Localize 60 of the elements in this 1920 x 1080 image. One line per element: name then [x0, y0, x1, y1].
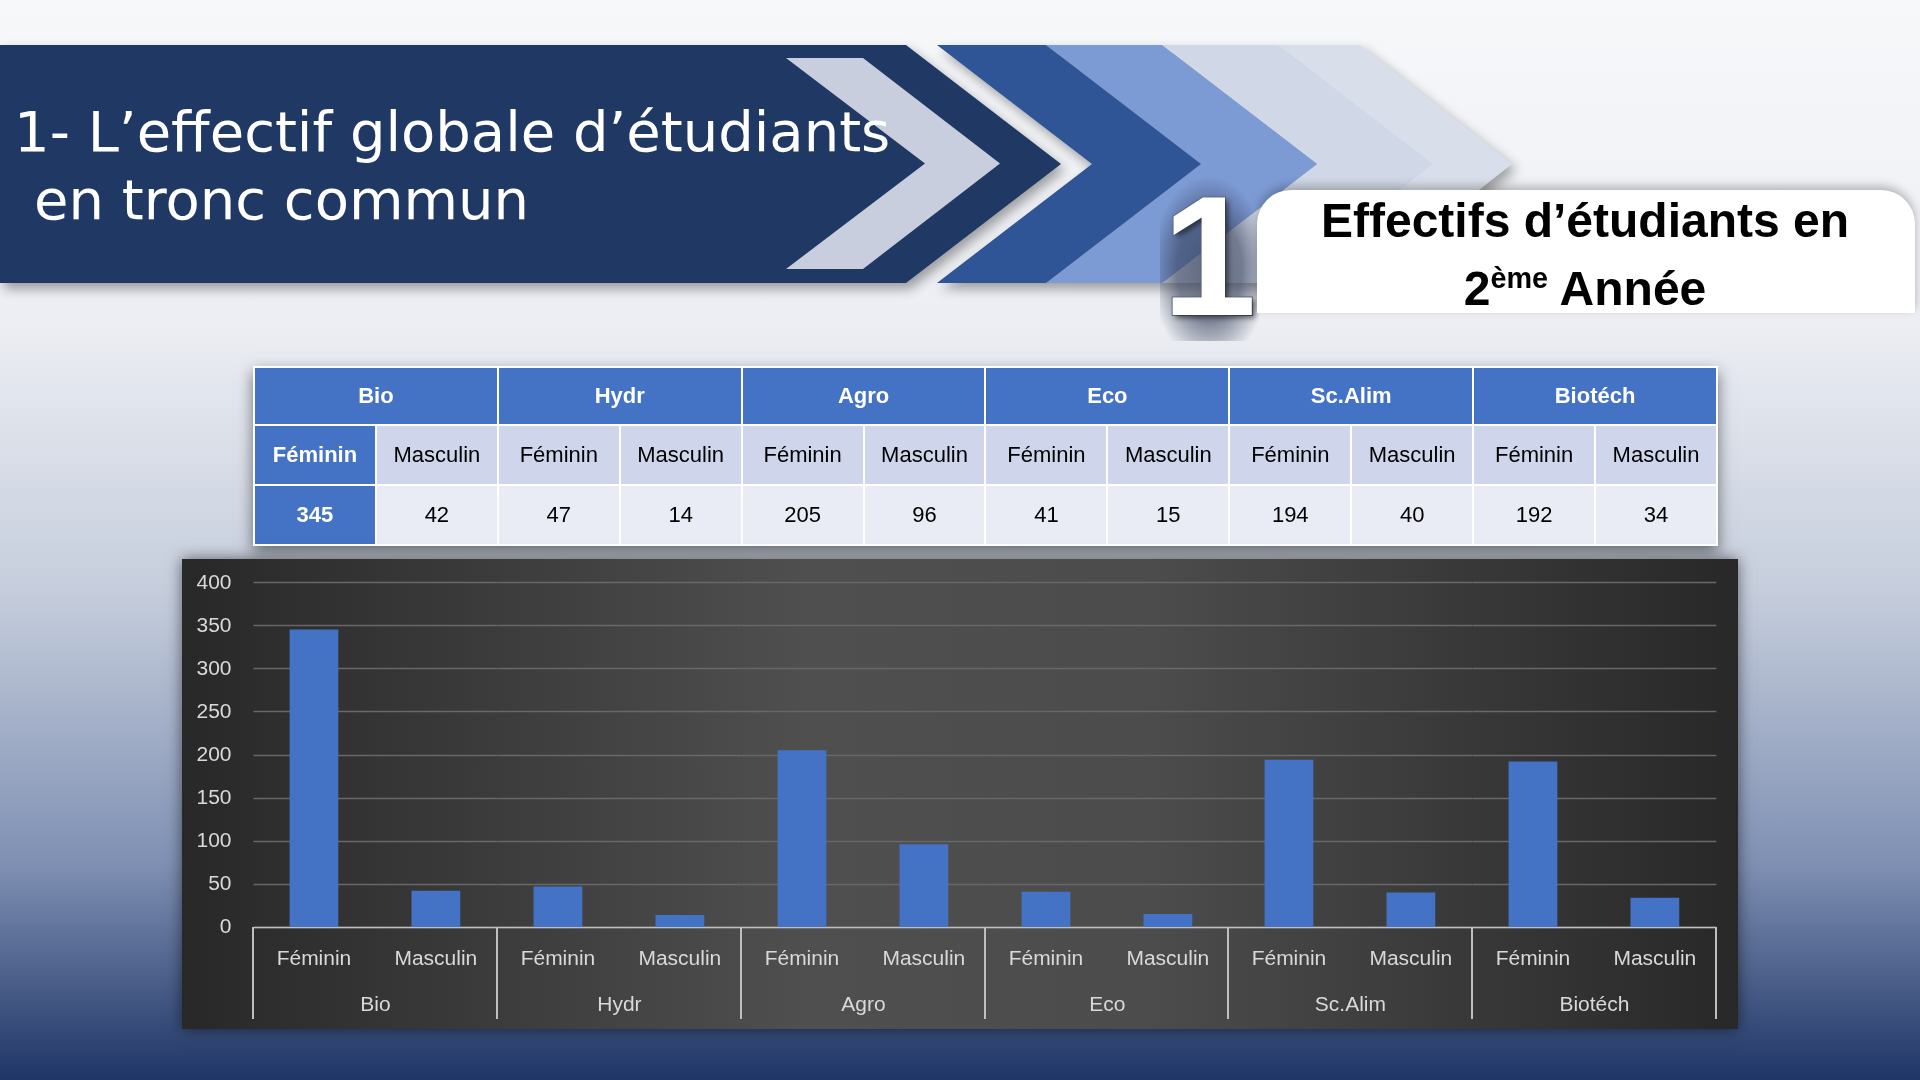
x-tick-label: Féminin	[1251, 946, 1327, 970]
category-label: Féminin	[1251, 442, 1330, 467]
y-tick-label: 300	[196, 655, 232, 679]
category-label: Masculin	[1368, 442, 1456, 467]
text: Biotéch	[1554, 383, 1636, 408]
category-label: Masculin	[881, 442, 968, 467]
x-tick-label: Masculin	[1125, 946, 1209, 970]
category-label: Féminin	[1007, 442, 1086, 467]
y-tick-label: 350	[196, 612, 232, 636]
category-label: Masculin	[1124, 442, 1212, 467]
x-tick-label: Masculin	[394, 946, 478, 970]
x-tick-label: Féminin	[764, 946, 839, 970]
y-tick-label: 150	[196, 785, 232, 809]
x-axis-title: Hydr	[597, 992, 642, 1016]
text: Hydr	[594, 383, 645, 408]
category-label: Féminin	[519, 442, 598, 467]
text: Bio	[358, 383, 394, 408]
x-tick-label: Féminin	[1495, 946, 1571, 970]
data-label: 42	[375, 485, 498, 545]
x-axis-title: Eco	[1088, 992, 1125, 1016]
text: 1	[1161, 161, 1258, 351]
text: Eco	[1087, 383, 1128, 408]
x-tick-label: Masculin	[882, 946, 965, 970]
x-axis-title: Agro	[840, 992, 886, 1016]
data-label: 15	[1107, 485, 1230, 545]
data-label: 47	[497, 485, 620, 545]
x-axis-title: Biotéch	[1559, 992, 1630, 1016]
y-tick-label: 0	[219, 914, 232, 938]
y-tick-label: 250	[196, 698, 232, 722]
data-label: 96	[863, 485, 986, 545]
category-label: Féminin	[763, 442, 842, 467]
x-axis-title: Bio	[360, 992, 391, 1016]
y-tick-label: 400	[196, 569, 232, 593]
chart-subtitle: Effectifs d’étudiants en 2$^{ème}$ Année	[1319, 193, 1851, 317]
x-axis-title: Sc.Alim	[1315, 992, 1387, 1016]
x-tick-label: Féminin	[276, 946, 352, 970]
data-label: 192	[1473, 485, 1596, 545]
data-label: 34	[1595, 485, 1717, 545]
data-label: 40	[1351, 485, 1474, 545]
data-label: 345	[254, 485, 376, 545]
y-tick-label: 200	[196, 742, 232, 765]
x-tick-label: Féminin	[1008, 946, 1083, 970]
category-label: Masculin	[1612, 442, 1700, 467]
x-tick-label: Masculin	[1613, 946, 1697, 970]
y-tick-label: 100	[196, 828, 232, 852]
data-label: 194	[1229, 485, 1352, 545]
chart-title: 1- L’effectif globale d’étudiants en tronc commun	[13, 98, 892, 234]
category-label: Féminin	[1494, 442, 1574, 467]
category-label: Masculin	[393, 442, 481, 467]
data-label: 14	[619, 485, 742, 545]
text: Agro	[837, 383, 890, 408]
x-tick-label: Masculin	[638, 946, 722, 970]
category-label: Féminin	[272, 442, 358, 467]
category-label: Masculin	[637, 442, 725, 467]
data-label: 41	[985, 485, 1108, 545]
x-tick-label: Féminin	[520, 946, 596, 970]
text: Sc.Alim	[1310, 383, 1392, 408]
y-tick-label: 50	[208, 871, 232, 895]
x-tick-label: Masculin	[1369, 946, 1453, 970]
data-label: 205	[741, 485, 864, 545]
